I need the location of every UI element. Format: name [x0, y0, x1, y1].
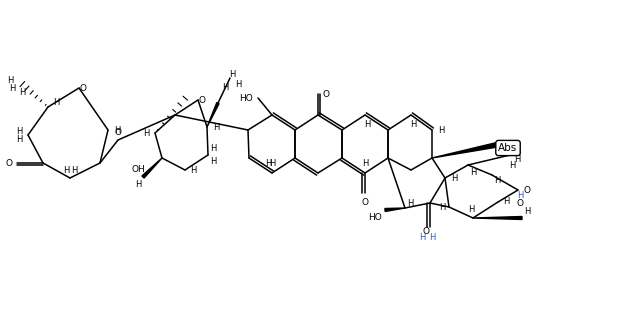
Text: HO: HO [368, 213, 382, 222]
Text: H: H [470, 168, 476, 176]
Text: H: H [53, 98, 59, 107]
Text: HO: HO [239, 93, 253, 102]
Text: H: H [16, 127, 22, 136]
Text: O: O [524, 185, 531, 194]
Text: H: H [19, 88, 25, 97]
Text: O: O [5, 159, 12, 168]
Text: O: O [114, 128, 121, 137]
Text: H: H [514, 147, 520, 155]
Text: H: H [210, 157, 216, 165]
Text: H: H [9, 84, 15, 92]
Text: H: H [364, 120, 370, 129]
Text: O: O [516, 200, 523, 209]
Text: H: H [468, 205, 474, 214]
Text: H: H [143, 129, 149, 138]
Text: Abs: Abs [498, 143, 518, 153]
Text: H: H [265, 159, 271, 168]
Polygon shape [385, 208, 405, 212]
Text: H: H [362, 159, 368, 168]
Text: H: H [438, 126, 444, 134]
Polygon shape [473, 216, 522, 220]
Text: H: H [7, 76, 13, 85]
Text: H: H [222, 82, 228, 91]
Text: H: H [419, 233, 425, 242]
Text: H: H [114, 126, 120, 134]
Text: H: H [63, 165, 69, 174]
Text: H: H [509, 161, 515, 170]
Text: O: O [423, 227, 430, 236]
Text: H: H [213, 122, 219, 131]
Text: H: H [269, 159, 275, 168]
Text: H: H [235, 79, 241, 89]
Text: O: O [323, 89, 330, 99]
Text: O: O [79, 84, 87, 92]
Text: H: H [210, 143, 216, 152]
Text: H: H [407, 199, 413, 207]
Text: H: H [429, 233, 435, 242]
Text: H: H [517, 192, 523, 201]
Polygon shape [142, 158, 162, 178]
Text: H: H [524, 206, 530, 215]
Text: O: O [362, 198, 369, 207]
Text: OH: OH [131, 164, 145, 173]
Text: H: H [439, 203, 445, 212]
Polygon shape [207, 102, 219, 127]
Text: H: H [503, 197, 509, 206]
Text: O: O [199, 96, 206, 105]
Text: H: H [229, 69, 235, 78]
Text: H: H [451, 173, 457, 182]
Polygon shape [432, 143, 496, 158]
Text: H: H [71, 165, 77, 174]
Text: H: H [190, 165, 196, 174]
Text: H: H [410, 120, 416, 129]
Text: H: H [494, 175, 500, 184]
Text: H: H [514, 154, 520, 163]
Text: H: H [16, 134, 22, 143]
Text: H: H [135, 180, 141, 189]
